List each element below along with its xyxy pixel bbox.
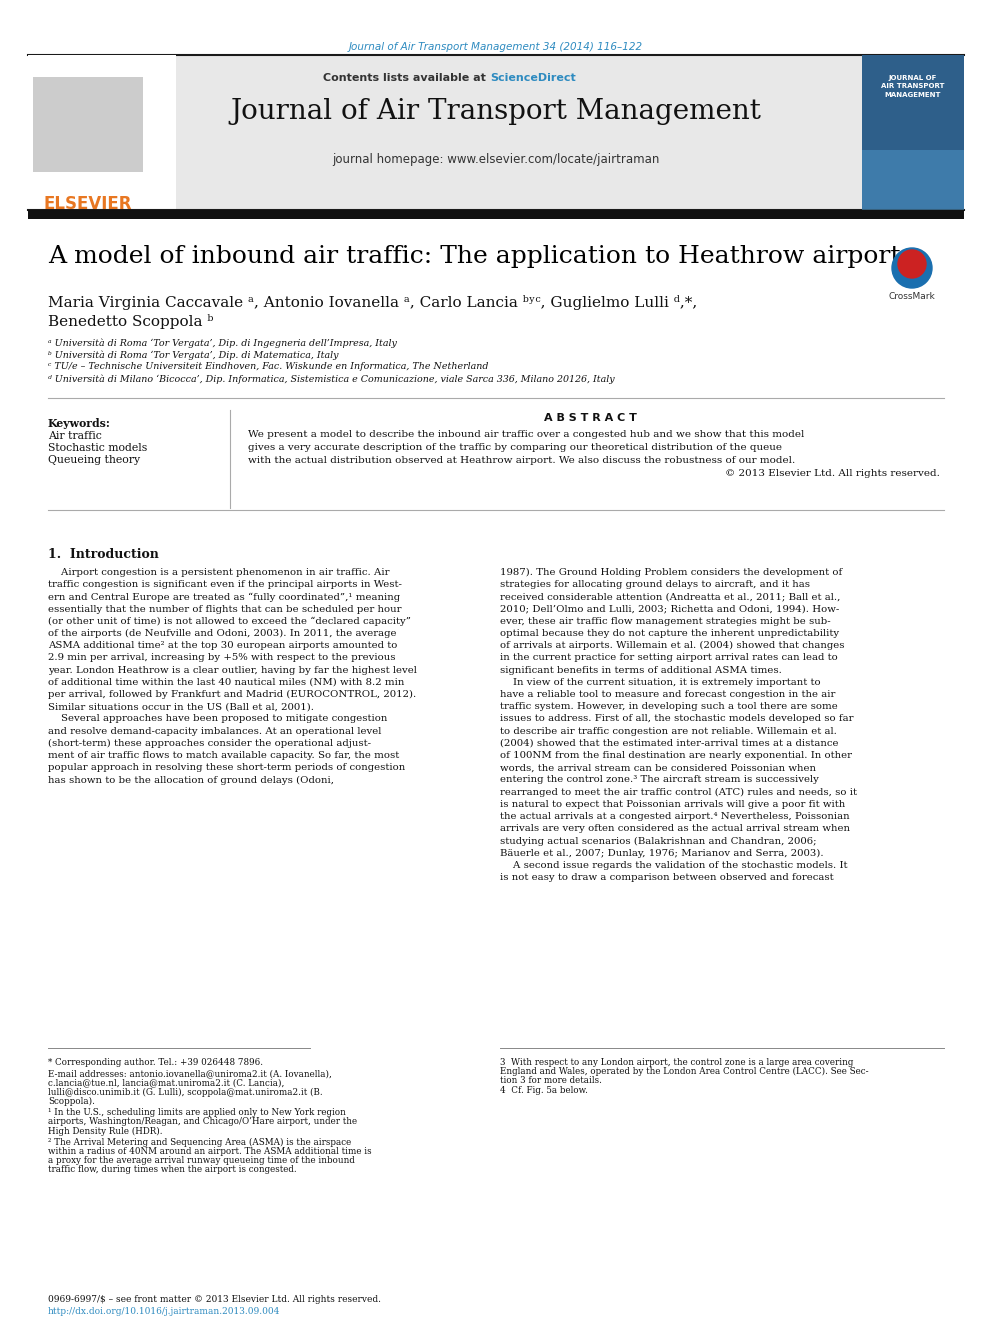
- Text: arrivals are very often considered as the actual arrival stream when: arrivals are very often considered as th…: [500, 824, 850, 833]
- Circle shape: [898, 250, 926, 278]
- Text: the actual arrivals at a congested airport.⁴ Nevertheless, Poissonian: the actual arrivals at a congested airpo…: [500, 812, 849, 822]
- Text: ᵃ Università di Roma ‘Tor Vergata’, Dip. di Ingegneria dell’Impresa, Italy: ᵃ Università di Roma ‘Tor Vergata’, Dip.…: [48, 337, 397, 348]
- Text: ASMA additional time² at the top 30 european airports amounted to: ASMA additional time² at the top 30 euro…: [48, 642, 398, 650]
- Text: ¹ In the U.S., scheduling limits are applied only to New York region: ¹ In the U.S., scheduling limits are app…: [48, 1107, 346, 1117]
- Text: Contents lists available at: Contents lists available at: [323, 73, 490, 83]
- Text: ᶜ TU/e – Technische Universiteit Eindhoven, Fac. Wiskunde en Informatica, The Ne: ᶜ TU/e – Technische Universiteit Eindhov…: [48, 363, 488, 370]
- Text: Several approaches have been proposed to mitigate congestion: Several approaches have been proposed to…: [48, 714, 387, 724]
- Text: has shown to be the allocation of ground delays (Odoni,: has shown to be the allocation of ground…: [48, 775, 334, 785]
- Text: airports, Washington/Reagan, and Chicago/O’Hare airport, under the: airports, Washington/Reagan, and Chicago…: [48, 1117, 357, 1126]
- Text: of arrivals at airports. Willemain et al. (2004) showed that changes: of arrivals at airports. Willemain et al…: [500, 642, 844, 651]
- Text: of additional time within the last 40 nautical miles (NM) with 8.2 min: of additional time within the last 40 na…: [48, 677, 405, 687]
- Text: have a reliable tool to measure and forecast congestion in the air: have a reliable tool to measure and fore…: [500, 691, 835, 699]
- Text: 1.  Introduction: 1. Introduction: [48, 548, 159, 561]
- Text: Scoppola).: Scoppola).: [48, 1097, 95, 1106]
- Text: Stochastic models: Stochastic models: [48, 443, 147, 452]
- Text: traffic flow, during times when the airport is congested.: traffic flow, during times when the airp…: [48, 1166, 297, 1175]
- Text: popular approach in resolving these short-term periods of congestion: popular approach in resolving these shor…: [48, 763, 406, 773]
- Text: received considerable attention (Andreatta et al., 2011; Ball et al.,: received considerable attention (Andreat…: [500, 593, 840, 602]
- Text: rearranged to meet the air traffic control (ATC) rules and needs, so it: rearranged to meet the air traffic contr…: [500, 787, 857, 796]
- Text: ᵈ Università di Milano ‘Bicocca’, Dip. Informatica, Sistemistica e Comunicazione: ᵈ Università di Milano ‘Bicocca’, Dip. I…: [48, 374, 615, 384]
- Text: Journal of Air Transport Management: Journal of Air Transport Management: [230, 98, 762, 124]
- Text: year. London Heathrow is a clear outlier, having by far the highest level: year. London Heathrow is a clear outlier…: [48, 665, 417, 675]
- Text: tion 3 for more details.: tion 3 for more details.: [500, 1077, 602, 1085]
- Text: gives a very accurate description of the traffic by comparing our theoretical di: gives a very accurate description of the…: [248, 443, 782, 452]
- Text: essentially that the number of flights that can be scheduled per hour: essentially that the number of flights t…: [48, 605, 402, 614]
- FancyBboxPatch shape: [862, 149, 964, 210]
- Text: 2.9 min per arrival, increasing by +5% with respect to the previous: 2.9 min per arrival, increasing by +5% w…: [48, 654, 396, 663]
- Text: A model of inbound air traffic: The application to Heathrow airport: A model of inbound air traffic: The appl…: [48, 245, 901, 269]
- Text: Bäuerle et al., 2007; Dunlay, 1976; Marianov and Serra, 2003).: Bäuerle et al., 2007; Dunlay, 1976; Mari…: [500, 848, 823, 857]
- Text: studying actual scenarios (Balakrishnan and Chandran, 2006;: studying actual scenarios (Balakrishnan …: [500, 836, 816, 845]
- Text: ELSEVIER: ELSEVIER: [44, 194, 132, 213]
- Text: Similar situations occur in the US (Ball et al, 2001).: Similar situations occur in the US (Ball…: [48, 703, 314, 712]
- Text: of 100NM from the final destination are nearly exponential. In other: of 100NM from the final destination are …: [500, 751, 852, 759]
- Text: 2010; Dell’Olmo and Lulli, 2003; Richetta and Odoni, 1994). How-: 2010; Dell’Olmo and Lulli, 2003; Richett…: [500, 605, 839, 614]
- Text: * Corresponding author. Tel.: +39 026448 7896.: * Corresponding author. Tel.: +39 026448…: [48, 1058, 263, 1068]
- FancyBboxPatch shape: [862, 56, 964, 210]
- Text: Keywords:: Keywords:: [48, 418, 111, 429]
- Text: (2004) showed that the estimated inter-arrival times at a distance: (2004) showed that the estimated inter-a…: [500, 738, 838, 747]
- Text: entering the control zone.³ The aircraft stream is successively: entering the control zone.³ The aircraft…: [500, 775, 818, 785]
- Text: http://dx.doi.org/10.1016/j.jairtraman.2013.09.004: http://dx.doi.org/10.1016/j.jairtraman.2…: [48, 1307, 281, 1316]
- Text: England and Wales, operated by the London Area Control Centre (LACC). See Sec-: England and Wales, operated by the Londo…: [500, 1068, 869, 1077]
- Text: to describe air traffic congestion are not reliable. Willemain et al.: to describe air traffic congestion are n…: [500, 726, 837, 736]
- Text: E-mail addresses: antonio.iovanella@uniroma2.it (A. Iovanella),: E-mail addresses: antonio.iovanella@unir…: [48, 1069, 332, 1078]
- Circle shape: [892, 247, 932, 288]
- Text: ² The Arrival Metering and Sequencing Area (ASMA) is the airspace: ² The Arrival Metering and Sequencing Ar…: [48, 1138, 351, 1147]
- Text: ScienceDirect: ScienceDirect: [490, 73, 575, 83]
- Text: issues to address. First of all, the stochastic models developed so far: issues to address. First of all, the sto…: [500, 714, 853, 724]
- Text: strategies for allocating ground delays to aircraft, and it has: strategies for allocating ground delays …: [500, 581, 810, 589]
- FancyBboxPatch shape: [33, 77, 143, 172]
- Text: traffic system. However, in developing such a tool there are some: traffic system. However, in developing s…: [500, 703, 838, 712]
- Text: 3  With respect to any London airport, the control zone is a large area covering: 3 With respect to any London airport, th…: [500, 1058, 853, 1068]
- Text: In view of the current situation, it is extremely important to: In view of the current situation, it is …: [500, 677, 820, 687]
- FancyBboxPatch shape: [28, 210, 964, 220]
- Text: optimal because they do not capture the inherent unpredictability: optimal because they do not capture the …: [500, 628, 839, 638]
- Text: CrossMark: CrossMark: [889, 292, 935, 302]
- Text: Queueing theory: Queueing theory: [48, 455, 140, 464]
- Text: is not easy to draw a comparison between observed and forecast: is not easy to draw a comparison between…: [500, 873, 833, 882]
- Text: ever, these air traffic flow management strategies might be sub-: ever, these air traffic flow management …: [500, 617, 830, 626]
- Text: Benedetto Scoppola ᵇ: Benedetto Scoppola ᵇ: [48, 314, 213, 329]
- Text: Air traffic: Air traffic: [48, 431, 102, 441]
- Text: © 2013 Elsevier Ltd. All rights reserved.: © 2013 Elsevier Ltd. All rights reserved…: [725, 468, 940, 478]
- Text: ᵇ Università di Roma ‘Tor Vergata’, Dip. di Matematica, Italy: ᵇ Università di Roma ‘Tor Vergata’, Dip.…: [48, 351, 338, 360]
- Text: lulli@disco.unimib.it (G. Lulli), scoppola@mat.uniroma2.it (B.: lulli@disco.unimib.it (G. Lulli), scoppo…: [48, 1088, 322, 1097]
- Text: Airport congestion is a persistent phenomenon in air traffic. Air: Airport congestion is a persistent pheno…: [48, 568, 390, 577]
- Text: traffic congestion is significant even if the principal airports in West-: traffic congestion is significant even i…: [48, 581, 402, 589]
- Text: per arrival, followed by Frankfurt and Madrid (EUROCONTROL, 2012).: per arrival, followed by Frankfurt and M…: [48, 691, 417, 699]
- Text: 4  Cf. Fig. 5a below.: 4 Cf. Fig. 5a below.: [500, 1086, 588, 1094]
- Text: A B S T R A C T: A B S T R A C T: [544, 413, 637, 423]
- Text: (or other unit of time) is not allowed to exceed the “declared capacity”: (or other unit of time) is not allowed t…: [48, 617, 411, 626]
- Text: a proxy for the average arrival runway queueing time of the inbound: a proxy for the average arrival runway q…: [48, 1156, 355, 1166]
- Text: ment of air traffic flows to match available capacity. So far, the most: ment of air traffic flows to match avail…: [48, 751, 399, 759]
- Text: ern and Central Europe are treated as “fully coordinated”,¹ meaning: ern and Central Europe are treated as “f…: [48, 593, 400, 602]
- Text: is natural to expect that Poissonian arrivals will give a poor fit with: is natural to expect that Poissonian arr…: [500, 800, 845, 808]
- Text: High Density Rule (HDR).: High Density Rule (HDR).: [48, 1126, 163, 1135]
- Text: A second issue regards the validation of the stochastic models. It: A second issue regards the validation of…: [500, 861, 847, 869]
- Text: Journal of Air Transport Management 34 (2014) 116–122: Journal of Air Transport Management 34 (…: [349, 42, 643, 52]
- Text: (short-term) these approaches consider the operational adjust-: (short-term) these approaches consider t…: [48, 738, 371, 747]
- Text: JOURNAL OF
AIR TRANSPORT
MANAGEMENT: JOURNAL OF AIR TRANSPORT MANAGEMENT: [881, 75, 944, 98]
- Text: and resolve demand-capacity imbalances. At an operational level: and resolve demand-capacity imbalances. …: [48, 726, 381, 736]
- FancyBboxPatch shape: [28, 56, 176, 210]
- Text: 1987). The Ground Holding Problem considers the development of: 1987). The Ground Holding Problem consid…: [500, 568, 842, 577]
- Text: significant benefits in terms of additional ASMA times.: significant benefits in terms of additio…: [500, 665, 782, 675]
- Text: within a radius of 40NM around an airport. The ASMA additional time is: within a radius of 40NM around an airpor…: [48, 1147, 372, 1156]
- Text: in the current practice for setting airport arrival rates can lead to: in the current practice for setting airp…: [500, 654, 838, 663]
- FancyBboxPatch shape: [28, 56, 964, 210]
- Text: We present a model to describe the inbound air traffic over a congested hub and : We present a model to describe the inbou…: [248, 430, 805, 439]
- Text: 0969-6997/$ – see front matter © 2013 Elsevier Ltd. All rights reserved.: 0969-6997/$ – see front matter © 2013 El…: [48, 1295, 381, 1304]
- Text: journal homepage: www.elsevier.com/locate/jairtraman: journal homepage: www.elsevier.com/locat…: [332, 153, 660, 165]
- Text: c.lancia@tue.nl, lancia@mat.uniroma2.it (C. Lancia),: c.lancia@tue.nl, lancia@mat.uniroma2.it …: [48, 1078, 285, 1088]
- Text: Maria Virginia Caccavale ᵃ, Antonio Iovanella ᵃ, Carlo Lancia ᵇʸᶜ, Guglielmo Lul: Maria Virginia Caccavale ᵃ, Antonio Iova…: [48, 295, 697, 310]
- Text: of the airports (de Neufville and Odoni, 2003). In 2011, the average: of the airports (de Neufville and Odoni,…: [48, 628, 397, 638]
- Text: words, the arrival stream can be considered Poissonian when: words, the arrival stream can be conside…: [500, 763, 816, 773]
- Text: with the actual distribution observed at Heathrow airport. We also discuss the r: with the actual distribution observed at…: [248, 456, 796, 464]
